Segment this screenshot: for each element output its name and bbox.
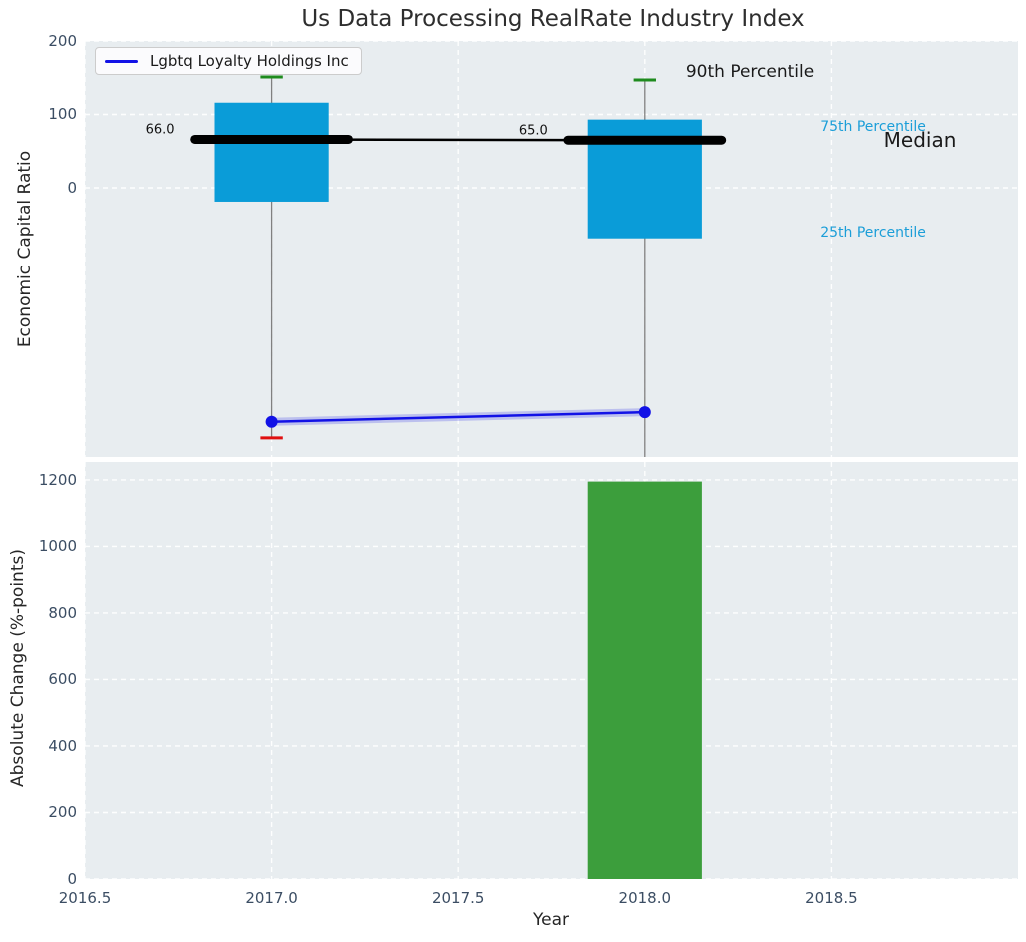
bottom-y-tick-label: 800 xyxy=(48,603,77,622)
legend: Lgbtq Loyalty Holdings Inc xyxy=(95,47,362,75)
x-tick-label: 2018.0 xyxy=(618,889,672,907)
bottom-y-tick-label: 600 xyxy=(48,670,77,689)
x-tick-label: 2016.5 xyxy=(58,889,112,907)
chart-title: Us Data Processing RealRate Industry Ind… xyxy=(301,6,805,32)
bottom-y-tick-label: 1000 xyxy=(38,537,77,556)
x-axis-label: Year xyxy=(533,910,569,930)
annotation-90th-percentile: 90th Percentile xyxy=(685,61,815,82)
bottom-y-tick-label: 400 xyxy=(48,736,77,755)
legend-label: Lgbtq Loyalty Holdings Inc xyxy=(150,52,349,70)
x-tick-label: 2018.5 xyxy=(805,889,858,907)
company-marker xyxy=(638,406,651,419)
median-value-label: 66.0 xyxy=(145,122,175,138)
company-line xyxy=(271,410,645,423)
top-axes-plot xyxy=(85,41,1018,457)
change-bar xyxy=(587,481,702,879)
x-tick-label: 2017.5 xyxy=(431,889,485,907)
bottom-axes-plot xyxy=(85,462,1018,879)
annotation-75th-percentile: 75th Percentile xyxy=(820,118,926,135)
bottom-y-tick-label: 1200 xyxy=(38,470,77,489)
bottom-y-tick-label: 200 xyxy=(48,803,77,822)
top-y-tick-label: 200 xyxy=(48,32,77,50)
median-value-label: 65.0 xyxy=(518,123,548,139)
annotation-median: Median xyxy=(883,128,957,153)
company-marker xyxy=(265,415,278,428)
top-y-tick-label: 0 xyxy=(67,178,77,197)
annotation-25th-percentile: 25th Percentile xyxy=(820,224,926,241)
x-tick-label: 2017.0 xyxy=(245,889,298,907)
top-y-tick-label: 100 xyxy=(48,105,77,124)
bottom-y-tick-label: 0 xyxy=(67,870,77,888)
percentile-box xyxy=(214,102,329,202)
legend-line-swatch xyxy=(105,59,138,63)
bottom-axes xyxy=(85,462,1018,879)
